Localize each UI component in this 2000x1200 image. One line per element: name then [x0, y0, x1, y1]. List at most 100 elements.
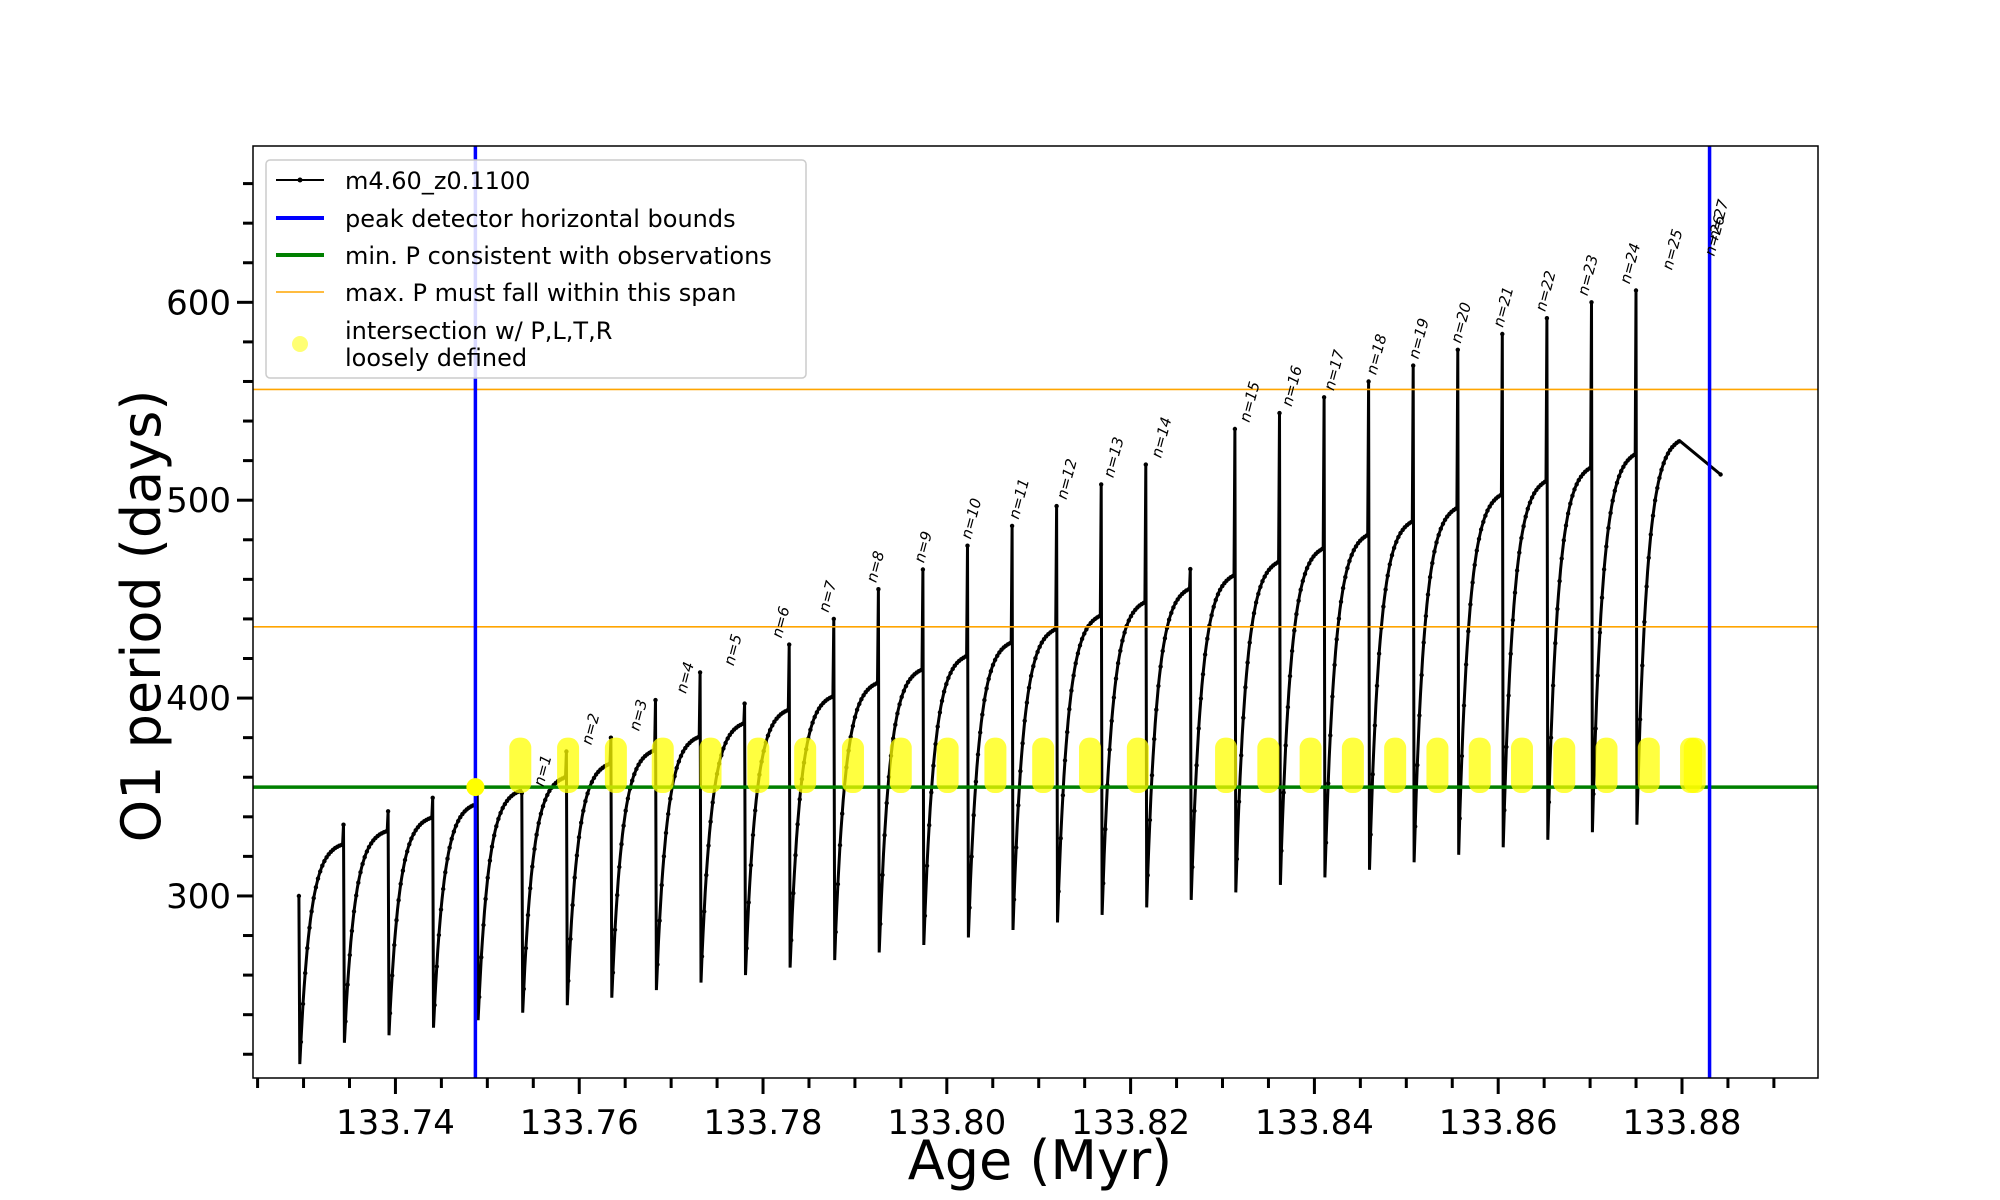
data-point — [630, 778, 635, 783]
data-point — [1640, 663, 1645, 668]
data-point — [1676, 439, 1681, 444]
data-point — [878, 921, 883, 927]
data-point — [538, 811, 544, 816]
data-point — [1436, 532, 1441, 538]
data-point — [810, 720, 815, 725]
data-point — [1245, 660, 1250, 665]
data-point — [975, 752, 981, 757]
data-point — [901, 688, 907, 694]
data-point — [545, 792, 550, 798]
data-point — [1466, 629, 1471, 634]
x-tick-label-0: 133.74 — [336, 1103, 455, 1143]
data-point — [1542, 479, 1548, 484]
data-point — [547, 788, 552, 794]
peak-label-12: n=12 — [1053, 457, 1081, 501]
data-point — [1296, 598, 1301, 603]
x-tick-label-3: 133.80 — [887, 1103, 1006, 1143]
data-point — [657, 918, 662, 923]
intersection-marker-15 — [1215, 737, 1238, 794]
intersection-marker-16 — [1257, 737, 1280, 794]
data-point — [767, 727, 773, 733]
data-point — [1353, 544, 1359, 549]
data-point — [941, 689, 947, 694]
data-point — [695, 735, 701, 740]
intersection-marker-27 — [1683, 737, 1706, 794]
peak-label-15: n=15 — [1236, 380, 1264, 424]
data-point — [366, 844, 372, 850]
data-point — [636, 762, 641, 767]
data-point — [1631, 452, 1637, 458]
peak-label-11: n=11 — [1005, 477, 1033, 521]
data-point — [1205, 636, 1210, 641]
data-point — [706, 843, 711, 848]
data-point — [400, 868, 406, 873]
intersection-marker-24 — [1595, 737, 1618, 794]
data-point — [725, 736, 730, 741]
data-point — [740, 721, 745, 726]
data-point — [1425, 592, 1431, 597]
data-point — [296, 893, 302, 899]
data-point — [748, 863, 754, 868]
data-point — [396, 898, 401, 903]
data-point — [1546, 799, 1552, 805]
data-point — [1190, 864, 1195, 870]
data-point — [1062, 758, 1068, 763]
data-point — [1309, 557, 1314, 562]
data-point — [1604, 544, 1609, 549]
data-point — [1052, 627, 1057, 632]
data-point — [1483, 513, 1488, 518]
peak-label-22: n=22 — [1532, 269, 1560, 313]
data-point — [1028, 673, 1034, 679]
data-point — [1502, 808, 1507, 813]
data-point — [1007, 641, 1013, 646]
data-point — [1253, 600, 1259, 605]
data-point — [1230, 573, 1236, 579]
data-point — [1597, 630, 1603, 635]
data-point — [1323, 840, 1329, 845]
data-point — [390, 973, 395, 978]
data-point — [1608, 510, 1613, 516]
data-point — [1374, 683, 1380, 688]
data-point — [861, 693, 866, 698]
data-point — [307, 925, 312, 930]
data-point — [721, 746, 726, 751]
data-point — [1591, 791, 1596, 797]
peak-label-1: n=1 — [530, 753, 556, 788]
data-point — [1141, 600, 1147, 605]
data-point — [924, 863, 930, 868]
data-point — [1018, 768, 1023, 774]
peak-label-24: n=24 — [1616, 241, 1644, 285]
data-point — [1478, 527, 1484, 532]
peak-label-13: n=13 — [1100, 435, 1128, 479]
data-point — [1455, 347, 1461, 352]
data-point — [409, 836, 414, 841]
peak-label-17: n=17 — [1320, 347, 1348, 392]
intersection-marker-3 — [604, 737, 627, 794]
data-point — [610, 970, 616, 975]
data-point — [540, 804, 546, 809]
data-point — [489, 844, 495, 849]
data-point — [1550, 683, 1556, 688]
data-point — [946, 675, 951, 681]
data-point — [1621, 464, 1626, 469]
data-point — [339, 842, 344, 848]
data-point — [525, 912, 531, 918]
data-point — [502, 801, 508, 807]
data-point — [492, 833, 497, 838]
data-point — [303, 970, 308, 976]
data-point — [1166, 617, 1172, 622]
data-point — [496, 816, 501, 822]
data-point — [1330, 694, 1335, 699]
data-point — [1576, 477, 1582, 483]
data-point — [318, 869, 323, 874]
data-point — [1555, 606, 1560, 612]
data-point — [1056, 889, 1061, 894]
data-point — [1381, 604, 1386, 609]
data-point — [1411, 363, 1416, 368]
data-point — [385, 809, 391, 814]
peak-label-6: n=6 — [768, 604, 794, 639]
data-point — [585, 791, 590, 796]
data-point — [1011, 897, 1017, 902]
data-point — [1468, 602, 1473, 607]
